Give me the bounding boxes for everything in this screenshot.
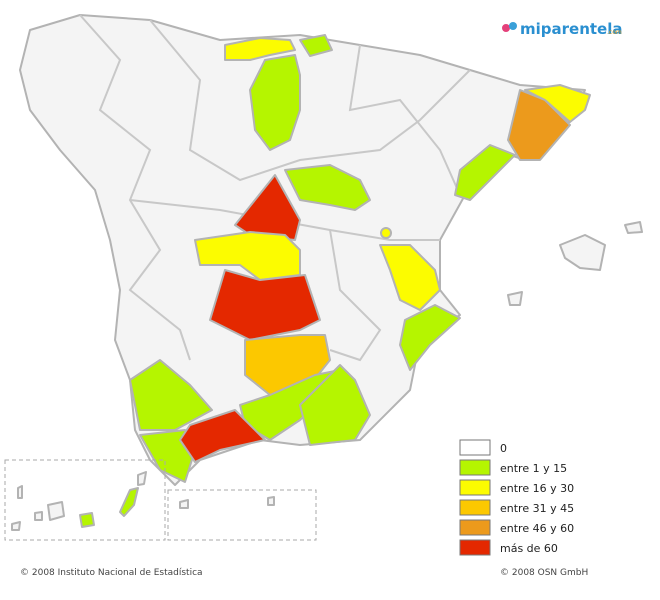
legend-swatch (459, 499, 491, 516)
logo-suffix: .com (607, 29, 622, 36)
inset-box (4, 459, 166, 541)
island (119, 487, 139, 517)
logo[interactable]: miparentela .com (502, 20, 623, 38)
island (34, 511, 43, 521)
legend-swatch (459, 539, 491, 556)
region (524, 84, 591, 123)
region (380, 227, 392, 239)
island (179, 499, 189, 509)
island (267, 496, 275, 506)
spain-map (19, 14, 643, 486)
region (129, 359, 213, 431)
border (348, 44, 461, 196)
region (454, 144, 516, 201)
legend-swatch (459, 479, 491, 496)
logo-icon (502, 24, 510, 32)
border (329, 229, 382, 362)
legend-label: 0 (500, 442, 507, 455)
footer-right: © 2008 OSN GmbH (500, 568, 588, 578)
logo-icon (509, 22, 517, 30)
region (399, 304, 461, 371)
island (47, 501, 65, 521)
region (379, 244, 441, 311)
island (624, 221, 643, 234)
legend-swatch (459, 439, 491, 456)
region (249, 54, 301, 151)
region (284, 164, 371, 211)
region (209, 269, 321, 341)
legend-swatch (459, 459, 491, 476)
island (559, 234, 606, 271)
island (79, 512, 95, 528)
legend-label: entre 46 y 60 (500, 522, 574, 535)
logo-text: miparentela (520, 20, 623, 38)
region (224, 37, 296, 61)
legend-label: más de 60 (500, 542, 558, 555)
island (17, 485, 23, 499)
island (507, 291, 523, 306)
legend-label: entre 1 y 15 (500, 462, 567, 475)
region (299, 34, 333, 57)
island (137, 471, 147, 486)
border (149, 19, 471, 182)
canary-islands (4, 459, 317, 541)
legend: 0 entre 1 y 15 entre 16 y 30 entre 31 y 45 e… (459, 439, 574, 556)
legend-label: entre 31 y 45 (500, 502, 574, 515)
footer-left: © 2008 Instituto Nacional de Estadística (20, 568, 203, 578)
legend-label: entre 16 y 30 (500, 482, 574, 495)
legend-swatch (459, 519, 491, 536)
inset-box (167, 489, 317, 541)
region (299, 364, 371, 446)
island (11, 521, 21, 531)
region (179, 409, 266, 463)
